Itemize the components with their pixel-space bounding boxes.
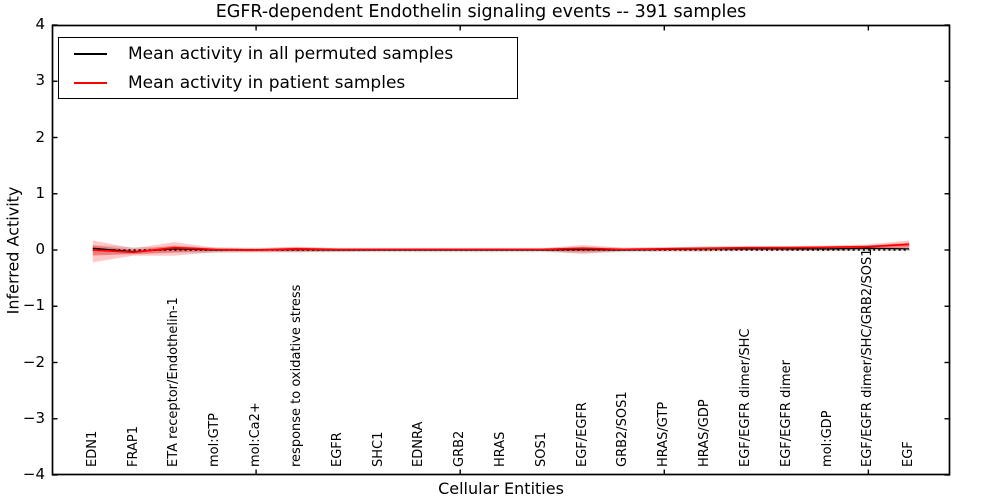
x-category-label: EDN1: [84, 430, 100, 467]
legend-label-patient: Mean activity in patient samples: [128, 72, 406, 93]
x-category-label: HRAS/GTP: [656, 401, 672, 467]
y-tick-label: 1: [35, 183, 45, 202]
x-category-label: ETA receptor/Endothelin-1: [166, 297, 182, 467]
x-category-label: FRAP1: [125, 426, 141, 467]
x-category-label: EGFR: [329, 432, 345, 467]
legend-entry-permuted: Mean activity in all permuted samples: [59, 39, 517, 68]
legend-entry-patient: Mean activity in patient samples: [59, 68, 517, 97]
x-category-label: response to oxidative stress: [288, 284, 304, 467]
x-category-label: mol:GTP: [207, 413, 223, 467]
y-tick-label: 2: [35, 127, 45, 146]
x-category-label: EDNRA: [411, 421, 427, 467]
x-category-label: EGF: [901, 441, 917, 467]
y-tick-label: 4: [35, 15, 45, 33]
x-category-label: mol:GDP: [819, 410, 835, 467]
y-tick-label: 0: [35, 240, 45, 258]
series-line: [92, 243, 910, 254]
y-tick-label: −3: [22, 408, 45, 427]
x-axis-label: Cellular Entities: [438, 479, 564, 498]
legend: Mean activity in all permuted samples Me…: [58, 37, 518, 99]
x-category-label: EGF/EGFR dimer/SHC/GRB2/SOS1: [860, 248, 876, 468]
patient-std-band-outer-area: [92, 240, 910, 263]
y-tick-label: 3: [35, 71, 45, 90]
y-tick-label: −4: [22, 465, 45, 483]
patient-line-sample-icon: [74, 81, 107, 84]
x-category-label: EGF/EGFR dimer/SHC: [737, 328, 753, 467]
x-category-label: HRAS/GDP: [697, 399, 713, 467]
x-category-label: SOS1: [533, 431, 549, 467]
x-category-label: EGF/EGFR dimer: [778, 360, 794, 467]
x-category-label: GRB2: [452, 430, 468, 467]
legend-label-permuted: Mean activity in all permuted samples: [128, 43, 454, 64]
permuted-line-sample-icon: [74, 52, 107, 55]
x-category-label: HRAS: [493, 431, 508, 467]
x-category-label: mol:Ca2+: [248, 402, 264, 467]
x-category-label: EGF/EGFR: [574, 402, 590, 467]
x-category-label: SHC1: [370, 431, 386, 467]
y-tick-label: −1: [22, 296, 45, 315]
chart-title: EGFR-dependent Endothelin signaling even…: [215, 2, 747, 22]
x-category-label: GRB2/SOS1: [615, 391, 631, 467]
y-tick-label: −2: [22, 352, 45, 371]
